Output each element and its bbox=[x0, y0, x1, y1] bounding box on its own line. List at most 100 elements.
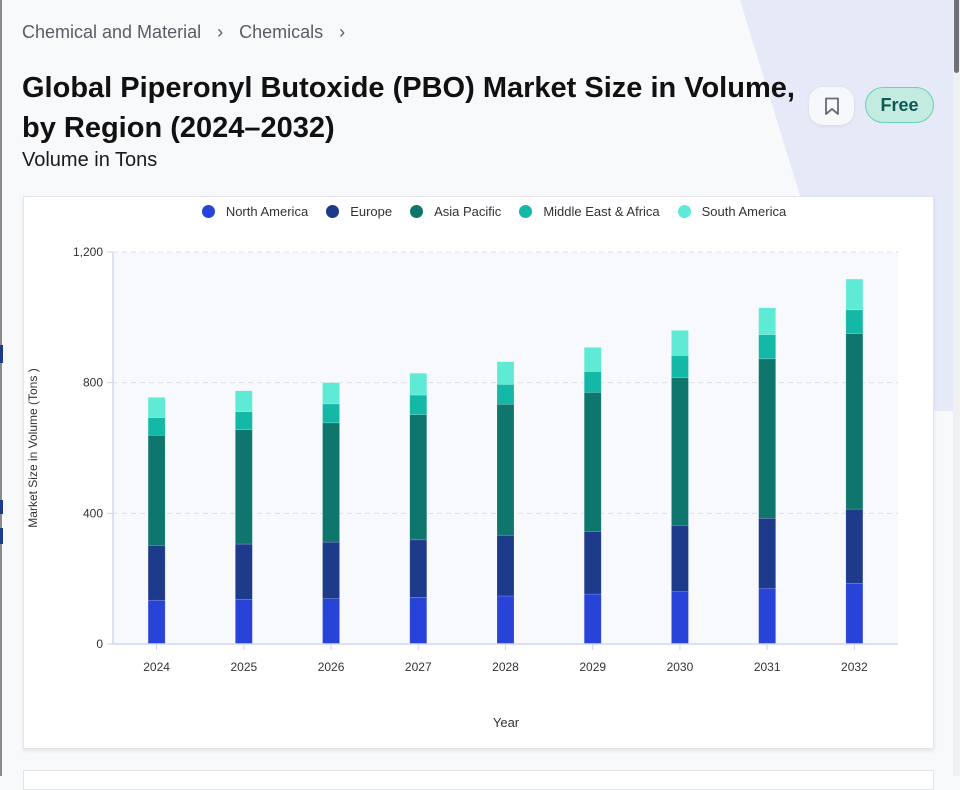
x-tick-label: 2031 bbox=[754, 660, 781, 674]
page-title-line2: by Region (2024–2032) bbox=[22, 112, 335, 144]
bars bbox=[147, 278, 864, 645]
bar-asia-pacific-2028 bbox=[496, 403, 515, 536]
x-axis-label: Year bbox=[493, 715, 520, 730]
axes: 0 400 800 1,200 2024 2025 2026 2027 2028 2029 2030… bbox=[73, 245, 898, 674]
bar-europe-2027 bbox=[409, 539, 428, 598]
legend-item-europe[interactable]: Europe bbox=[326, 204, 392, 219]
legend-item-asia-pacific[interactable]: Asia Pacific bbox=[410, 204, 501, 219]
bar-north-america-2031 bbox=[758, 588, 776, 645]
bar-asia-pacific-2024 bbox=[147, 434, 166, 546]
bar-north-america-2024 bbox=[147, 599, 166, 645]
bar-middle-east-africa-2030 bbox=[671, 355, 689, 379]
legend-item-north-america[interactable]: North America bbox=[201, 203, 309, 219]
bar-north-america-2025 bbox=[235, 598, 253, 645]
y-tick-label: 800 bbox=[83, 376, 103, 390]
page-title: Global Piperonyl Butoxide (PBO) Market S… bbox=[22, 68, 802, 148]
bar-asia-pacific-2025 bbox=[235, 429, 253, 545]
legend-item-middle-east-africa[interactable]: Middle East & Africa bbox=[519, 203, 660, 219]
left-edge-marker bbox=[0, 500, 3, 514]
left-edge-marker bbox=[0, 345, 3, 363]
breadcrumb: Chemical and Material › Chemicals › bbox=[22, 22, 361, 43]
page-subtitle: Volume in Tons bbox=[22, 149, 158, 171]
bookmark-icon bbox=[824, 97, 839, 115]
legend-dot-icon bbox=[326, 204, 340, 218]
bar-stack-2032 bbox=[845, 278, 864, 645]
bar-europe-2026 bbox=[322, 541, 340, 599]
x-tick-label: 2024 bbox=[143, 660, 170, 674]
bar-europe-2031 bbox=[758, 517, 776, 589]
bar-asia-pacific-2032 bbox=[845, 333, 864, 510]
bar-south-america-2032 bbox=[845, 278, 864, 311]
bar-europe-2024 bbox=[147, 545, 166, 601]
bar-stack-2030 bbox=[671, 330, 689, 645]
legend-dot-icon bbox=[677, 204, 691, 218]
y-tick-label: 400 bbox=[83, 506, 103, 520]
x-tick-label: 2025 bbox=[230, 660, 257, 674]
window-left-edge bbox=[0, 0, 2, 776]
legend-dot-icon bbox=[410, 204, 424, 218]
bar-south-america-2026 bbox=[322, 382, 340, 405]
breadcrumb-item-chemicals[interactable]: Chemicals bbox=[239, 22, 324, 42]
free-badge: Free bbox=[865, 87, 934, 123]
bar-middle-east-africa-2026 bbox=[322, 403, 340, 424]
legend-label: South America bbox=[701, 203, 787, 219]
bar-south-america-2025 bbox=[235, 390, 253, 413]
bar-middle-east-africa-2025 bbox=[235, 411, 253, 431]
page-title-line1: Global Piperonyl Butoxide (PBO) Market S… bbox=[22, 72, 795, 104]
x-tick-label: 2027 bbox=[405, 660, 432, 674]
bar-europe-2028 bbox=[496, 534, 515, 597]
bar-stack-2031 bbox=[758, 307, 776, 645]
legend-label: Asia Pacific bbox=[434, 203, 502, 219]
bar-asia-pacific-2031 bbox=[758, 358, 776, 519]
bar-stack-2028 bbox=[496, 361, 515, 645]
bar-middle-east-africa-2027 bbox=[409, 394, 428, 415]
breadcrumb-item-chemical-and-material[interactable]: Chemical and Material bbox=[22, 22, 202, 42]
bar-europe-2029 bbox=[583, 530, 602, 595]
left-edge-marker bbox=[0, 528, 3, 544]
bookmark-button[interactable] bbox=[809, 87, 854, 125]
bar-stack-2024 bbox=[147, 397, 166, 645]
scrollbar-thumb[interactable] bbox=[954, 0, 959, 73]
bar-south-america-2029 bbox=[583, 347, 602, 372]
bar-europe-2032 bbox=[845, 508, 864, 584]
bar-asia-pacific-2029 bbox=[583, 392, 602, 532]
legend-dot-icon bbox=[519, 204, 533, 218]
x-tick-label: 2028 bbox=[492, 660, 519, 674]
bar-middle-east-africa-2024 bbox=[147, 417, 166, 436]
bar-south-america-2031 bbox=[758, 307, 776, 335]
legend-label: North America bbox=[225, 203, 309, 219]
bar-north-america-2028 bbox=[496, 595, 515, 645]
bar-middle-east-africa-2029 bbox=[583, 371, 602, 393]
bar-stack-2029 bbox=[583, 347, 602, 645]
chevron-right-icon: › bbox=[217, 22, 224, 42]
x-tick-label: 2030 bbox=[667, 660, 694, 674]
bar-south-america-2028 bbox=[496, 361, 515, 385]
bar-north-america-2029 bbox=[583, 593, 602, 645]
bar-asia-pacific-2027 bbox=[409, 414, 428, 541]
bar-north-america-2027 bbox=[409, 596, 428, 645]
chart-legend: North America Europe Asia Pacific Middle… bbox=[0, 196, 960, 226]
bar-stack-2026 bbox=[322, 382, 340, 645]
bar-south-america-2030 bbox=[671, 330, 689, 356]
x-tick-label: 2029 bbox=[579, 660, 606, 674]
x-tick-label: 2032 bbox=[841, 660, 868, 674]
x-tick-label: 2026 bbox=[318, 660, 345, 674]
y-tick-label: 1,200 bbox=[73, 245, 103, 259]
scrollbar[interactable] bbox=[953, 0, 960, 776]
legend-label: Middle East & Africa bbox=[543, 203, 660, 219]
bar-middle-east-africa-2028 bbox=[496, 383, 515, 405]
bar-south-america-2024 bbox=[147, 397, 166, 418]
bar-north-america-2030 bbox=[671, 591, 689, 645]
chevron-right-icon: › bbox=[339, 22, 346, 42]
bar-stack-2025 bbox=[235, 390, 253, 645]
bar-north-america-2026 bbox=[322, 598, 340, 645]
bar-middle-east-africa-2032 bbox=[845, 309, 864, 334]
bar-middle-east-africa-2031 bbox=[758, 334, 776, 360]
y-tick-label: 0 bbox=[96, 637, 103, 651]
bar-asia-pacific-2030 bbox=[671, 377, 689, 526]
legend-item-south-america[interactable]: South America bbox=[677, 203, 787, 219]
legend-label: Europe bbox=[350, 203, 393, 219]
bar-europe-2025 bbox=[235, 543, 253, 600]
y-axis-label: Market Size in Volume (Tons ) bbox=[26, 368, 40, 527]
